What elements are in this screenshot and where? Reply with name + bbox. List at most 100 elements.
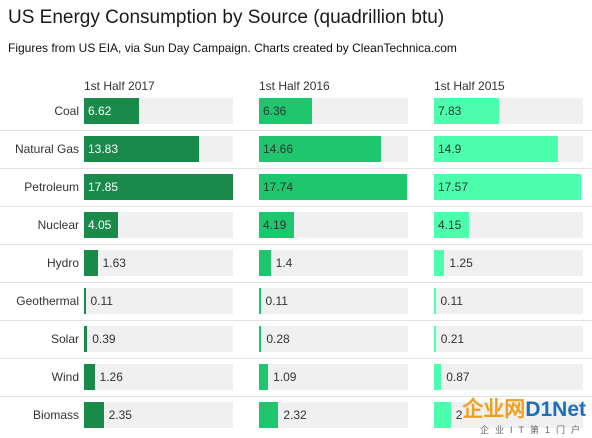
bar-value-label: 13.83	[88, 142, 119, 156]
chart-subtitle: Figures from US EIA, via Sun Day Campaig…	[8, 41, 457, 55]
bar-track: 4.05	[84, 212, 233, 238]
bar	[434, 98, 500, 124]
bar-track: 6.36	[259, 98, 408, 124]
category-label: Geothermal	[16, 294, 79, 308]
bar	[84, 326, 88, 352]
row-divider	[0, 130, 592, 131]
bar-value-label: 2.32	[283, 408, 307, 422]
bar-value-label: 0.21	[440, 332, 465, 346]
bar-track: 2	[434, 402, 583, 428]
bar-value-label: 4.05	[88, 218, 112, 232]
bar	[434, 364, 442, 390]
bar-track: 0.11	[259, 288, 408, 314]
bar-track: 13.83	[84, 136, 233, 162]
column-header: 1st Half 2016	[259, 79, 330, 93]
bar-track: 1.25	[434, 250, 583, 276]
bar-value-label: 2.35	[108, 408, 132, 422]
bar	[84, 136, 200, 162]
bar-value-label: 0.28	[266, 332, 290, 346]
row-divider	[0, 320, 592, 321]
bar-value-label: 0.11	[90, 294, 113, 308]
row-divider	[0, 358, 592, 359]
bar-track: 0.28	[259, 326, 408, 352]
bar-value-label: 17.57	[438, 180, 469, 194]
bar	[259, 402, 279, 428]
chart-title: US Energy Consumption by Source (quadril…	[8, 7, 445, 28]
bar-track: 1.63	[84, 250, 233, 276]
bar	[259, 364, 269, 390]
bar-value-label: 7.83	[438, 104, 462, 118]
bar-value-label: 6.36	[263, 104, 287, 118]
bar-value-label: 1.09	[273, 370, 297, 384]
bar	[84, 402, 104, 428]
bar	[434, 174, 581, 200]
category-label: Nuclear	[37, 218, 79, 232]
category-label: Natural Gas	[14, 142, 79, 156]
bar-value-label: 1.63	[102, 256, 126, 270]
bar-value-label: 0.11	[440, 294, 463, 308]
category-label: Petroleum	[24, 180, 79, 194]
bar-value-label: 17.85	[88, 180, 119, 194]
bar-track: 0.21	[434, 326, 583, 352]
bar-track: 17.74	[259, 174, 408, 200]
bar	[434, 136, 559, 162]
category-label: Wind	[51, 370, 79, 384]
bar-value-label: 4.15	[438, 218, 462, 232]
column-header: 1st Half 2017	[84, 79, 155, 93]
bar-track: 0.87	[434, 364, 583, 390]
category-label: Biomass	[32, 408, 79, 422]
bar-value-label: 0.11	[265, 294, 288, 308]
bar-track: 2.35	[84, 402, 233, 428]
bar	[259, 212, 294, 238]
category-label: Coal	[54, 104, 79, 118]
bar	[434, 212, 469, 238]
watermark-tagline: 企业IT第1门户	[479, 425, 586, 435]
bar	[259, 326, 262, 352]
bar	[84, 98, 140, 124]
bar	[259, 288, 261, 314]
bar	[84, 212, 118, 238]
bar-value-label: 14.66	[263, 142, 294, 156]
row-divider	[0, 282, 592, 283]
bar	[84, 364, 95, 390]
bar-track: 1.26	[84, 364, 233, 390]
bar-track: 14.66	[259, 136, 408, 162]
bar-track: 1.4	[259, 250, 408, 276]
watermark-title: 企业网D1Net	[462, 398, 586, 421]
bar	[259, 174, 408, 200]
bar-track: 1.09	[259, 364, 408, 390]
bar-value-label: 14.9	[438, 142, 462, 156]
bar-track: 2.32	[259, 402, 408, 428]
bar-track: 17.57	[434, 174, 583, 200]
bar	[434, 326, 436, 352]
bar	[434, 250, 445, 276]
bar-track: 0.11	[84, 288, 233, 314]
bar	[259, 136, 382, 162]
bar-value-label: 17.74	[263, 180, 294, 194]
bar-track: 7.83	[434, 98, 583, 124]
bar	[84, 174, 233, 200]
bar-value-label: 0.87	[446, 370, 470, 384]
bar-value-label: 1.4	[275, 256, 293, 270]
bar	[84, 288, 86, 314]
column-header: 1st Half 2015	[434, 79, 505, 93]
bar-value-label: 6.62	[88, 104, 112, 118]
bar	[84, 250, 98, 276]
bar-track: 4.15	[434, 212, 583, 238]
category-label: Solar	[50, 332, 79, 346]
row-divider	[0, 244, 592, 245]
row-divider	[0, 396, 592, 397]
bar-value-label: 1.26	[99, 370, 123, 384]
bar	[259, 250, 271, 276]
bar-track: 6.62	[84, 98, 233, 124]
bar-track: 14.9	[434, 136, 583, 162]
row-divider	[0, 206, 592, 207]
bar-value-label: 4.19	[263, 218, 287, 232]
category-label: Hydro	[46, 256, 79, 270]
bar-track: 17.85	[84, 174, 233, 200]
bar	[434, 402, 451, 428]
bar	[259, 98, 313, 124]
row-divider	[0, 168, 592, 169]
bar-track: 0.39	[84, 326, 233, 352]
bar-value-label: 1.25	[449, 256, 473, 270]
